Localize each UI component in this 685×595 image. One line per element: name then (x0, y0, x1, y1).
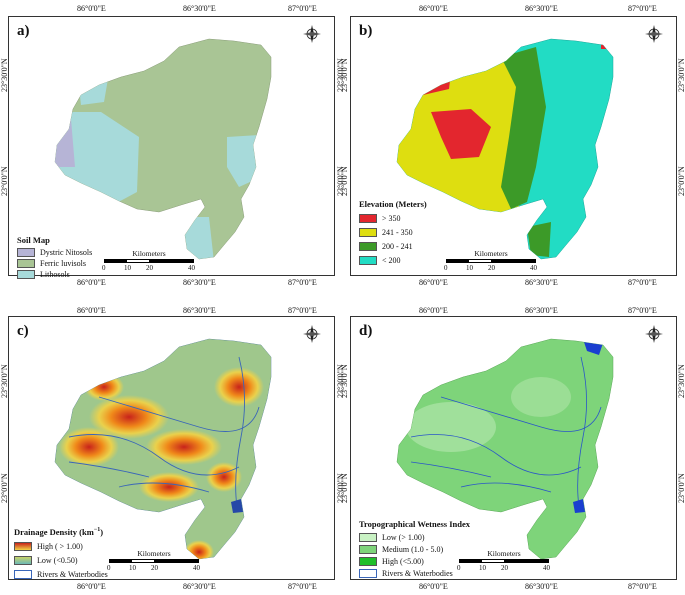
north-arrow-icon (303, 325, 321, 343)
legend-item: > 350 (359, 211, 427, 225)
legend-item: Medium (1.0 - 5.0) (359, 543, 470, 555)
legend-item: 241 - 350 (359, 225, 427, 239)
panel-wetness-index-map: d) Tropographical Wetness Index Low (> 1… (350, 316, 677, 580)
lat-label-right: 23°30'0"N (677, 364, 685, 398)
lon-label-bottom: 86°0'0"E (419, 582, 448, 591)
lon-label-bottom: 86°0'0"E (77, 278, 106, 287)
elevation-above-350 (431, 109, 491, 159)
lithosols-zone-east (227, 135, 261, 187)
panel-label-a: a) (17, 23, 30, 39)
lon-label-top: 87°0'0"E (628, 4, 657, 13)
drainage-density-map (54, 338, 272, 560)
lon-label-bottom: 86°0'0"E (419, 278, 448, 287)
lon-label-bottom: 86°30'0"E (525, 582, 558, 591)
legend-title: Drainage Density (km−1) (14, 527, 104, 537)
legend-item: Lithosols (17, 269, 92, 280)
legend-item: Low (> 1.00) (359, 531, 470, 543)
scale-bar: Kilometers 0 10 20 40 (102, 249, 195, 272)
lat-label-right: 23°0'0"N (677, 166, 685, 196)
legend-title: Soil Map (17, 235, 50, 245)
lon-label-bottom: 87°0'0"E (288, 582, 317, 591)
legend-title: Elevation (Meters) (359, 199, 427, 209)
legend-item: Dystric Nitosols (17, 247, 92, 258)
lon-label-bottom: 86°30'0"E (183, 278, 216, 287)
lat-label-left: 23°0'0"N (0, 166, 9, 196)
north-arrow-icon (645, 25, 663, 43)
lon-label-bottom: 86°0'0"E (77, 582, 106, 591)
legend-item: High ( > 1.00) (14, 539, 108, 553)
lon-label-top: 86°0'0"E (77, 4, 106, 13)
scale-bar: Kilometers 0 10 20 40 (444, 249, 537, 272)
lon-label-top: 87°0'0"E (288, 4, 317, 13)
lat-label-left: 23°30'0"N (340, 364, 349, 398)
legend-item: Low (<0.50) (14, 553, 108, 567)
scale-bar: Kilometers 0 10 20 40 (457, 549, 550, 572)
legend-item: < 200 (359, 253, 427, 267)
lon-label-bottom: 86°30'0"E (183, 582, 216, 591)
lon-label-top: 86°0'0"E (77, 306, 106, 315)
north-arrow-icon (303, 25, 321, 43)
soil-legend: Soil Map Dystric Nitosols Ferric luvisol… (17, 235, 92, 280)
lon-label-top: 86°30'0"E (525, 4, 558, 13)
lat-label-left: 23°30'0"N (0, 364, 9, 398)
lon-label-top: 86°30'0"E (183, 306, 216, 315)
north-arrow-icon (645, 325, 663, 343)
elevation-legend: Elevation (Meters) > 350 241 - 350 200 -… (359, 199, 427, 267)
lat-label-right: 23°30'0"N (677, 58, 685, 92)
lat-label-left: 23°30'0"N (0, 58, 9, 92)
lon-label-top: 86°0'0"E (419, 4, 448, 13)
legend-item: Rivers & Waterbodies (359, 567, 470, 579)
panel-label-c: c) (17, 323, 29, 339)
lon-label-top: 87°0'0"E (628, 306, 657, 315)
lon-label-top: 86°30'0"E (525, 306, 558, 315)
panel-label-b: b) (359, 23, 373, 39)
dystric-nitosols-zone (55, 119, 75, 167)
lat-label-left: 23°0'0"N (340, 473, 349, 503)
lon-label-top: 86°30'0"E (183, 4, 216, 13)
legend-item: Ferric luvisols (17, 258, 92, 269)
lon-label-top: 87°0'0"E (288, 306, 317, 315)
lon-label-bottom: 87°0'0"E (628, 582, 657, 591)
lat-label-right: 23°0'0"N (677, 473, 685, 503)
wetness-legend: Tropographical Wetness Index Low (> 1.00… (359, 519, 470, 579)
elevation-200-241-south (527, 222, 551, 257)
drainage-legend: Drainage Density (km−1) High ( > 1.00) L… (14, 527, 108, 581)
wetness-index-map (396, 338, 614, 560)
soil-map (54, 38, 272, 260)
lat-label-left: 23°0'0"N (0, 473, 9, 503)
legend-item: 200 - 241 (359, 239, 427, 253)
elevation-above-350-ne (601, 42, 609, 49)
lon-label-bottom: 87°0'0"E (288, 278, 317, 287)
lon-label-bottom: 87°0'0"E (628, 278, 657, 287)
panel-elevation-map: b) Elevation (Meters) > 350 241 - 350 20… (350, 16, 677, 276)
lon-label-bottom: 86°30'0"E (525, 278, 558, 287)
legend-item: Rivers & Waterbodies (14, 567, 108, 581)
panel-label-d: d) (359, 323, 373, 339)
legend-title: Tropographical Wetness Index (359, 519, 470, 529)
elevation-200-241 (501, 47, 546, 209)
lon-label-top: 86°0'0"E (419, 306, 448, 315)
panel-drainage-density-map: c) Drainage Density (km−1) High ( > 1.00… (8, 316, 335, 580)
scale-bar: Kilometers 0 10 20 40 (107, 549, 200, 572)
lat-label-left: 23°30'0"N (340, 58, 349, 92)
panel-soil-map: a) Soil Map Dystric Nitosols Ferric luvi… (8, 16, 335, 279)
legend-item: High (<5.00) (359, 555, 470, 567)
elevation-map (396, 38, 614, 260)
lat-label-left: 23°0'0"N (340, 166, 349, 196)
